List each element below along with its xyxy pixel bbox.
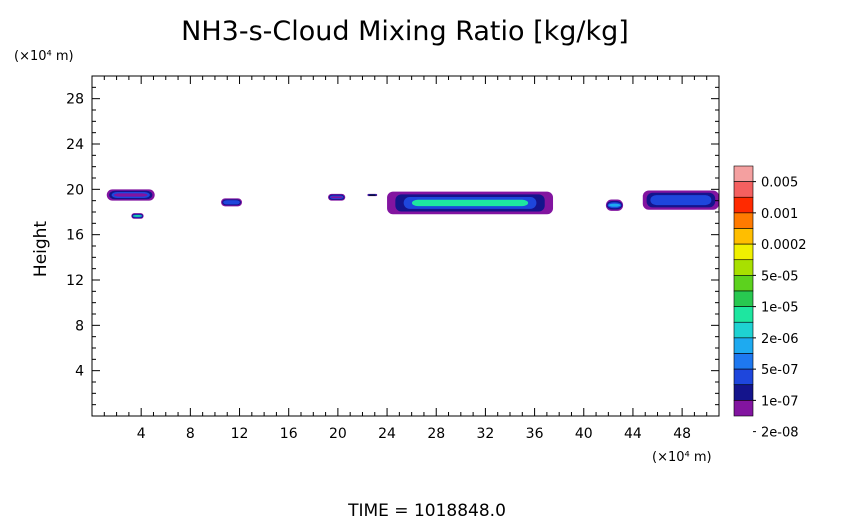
cloud-layer	[650, 195, 712, 206]
x-tick-label: 32	[476, 426, 494, 442]
y-axis-label: Height	[31, 221, 51, 278]
x-tick-label: 28	[427, 426, 445, 442]
cloud-layer	[608, 203, 621, 207]
colorbar-swatch	[733, 368, 754, 386]
x-tick-label: 24	[378, 426, 396, 442]
colorbar-label: 2e-06	[761, 332, 799, 347]
cloud-layer	[411, 199, 529, 207]
colorbar-label: 2e-08	[761, 426, 799, 441]
colorbar-swatch	[733, 384, 754, 401]
colorbar-label: 1e-05	[761, 301, 799, 316]
colorbar-swatch	[733, 353, 754, 370]
x-tick-label: 36	[526, 426, 544, 442]
cloud-field	[106, 189, 719, 219]
x-tick-label: 40	[575, 426, 593, 442]
colorbar-swatch	[733, 259, 754, 276]
colorbar-swatch	[733, 165, 754, 182]
x-tick-label: 44	[624, 426, 642, 442]
colorbar-swatch	[733, 321, 754, 339]
x-tick-label: 8	[186, 426, 195, 442]
colorbar-swatch	[733, 400, 754, 417]
cloud-left-lower-blob	[131, 213, 144, 219]
colorbar-label: 1e-07	[761, 394, 799, 409]
x-tick-label: 12	[231, 426, 249, 442]
colorbar-label: 5e-07	[761, 363, 799, 378]
cloud-small-blob-11	[221, 198, 242, 207]
y-tick-label: 12	[66, 273, 84, 289]
colorbar-swatch	[733, 275, 754, 292]
cloud-right-band	[642, 190, 719, 210]
colorbar-swatch	[733, 243, 754, 261]
cloud-layer	[368, 194, 376, 196]
colorbar-label: 0.0002	[761, 238, 807, 253]
colorbar: 0.005 0.001 0.0002 5e-05 1e-05 2e-06 5e-07 1e-0…	[733, 165, 807, 441]
colorbar-swatch	[733, 212, 754, 229]
x-tick-label: 16	[280, 426, 298, 442]
colorbar-label: 5e-05	[761, 269, 799, 284]
colorbar-label: 0.001	[761, 207, 798, 222]
cloud-speck-23	[367, 193, 378, 197]
x-tick-label: 20	[329, 426, 347, 442]
cloud-layer	[330, 196, 343, 199]
y-tick-label: 4	[75, 364, 84, 380]
colorbar-label: 0.005	[761, 176, 798, 191]
y-tick-label: 20	[66, 182, 84, 198]
cloud-layer	[223, 200, 240, 205]
colorbar-swatch	[733, 181, 754, 198]
y-tick-label: 28	[66, 92, 84, 108]
cloud-left-upper-blob	[106, 189, 155, 201]
x-tick-label: 4	[137, 426, 146, 442]
plot-frame	[91, 75, 720, 417]
y-tick-label: 16	[66, 228, 84, 244]
x-tick-label: 48	[673, 426, 691, 442]
cloud-speck-20	[328, 193, 346, 201]
cloud-main-band	[387, 191, 554, 215]
colorbar-swatch	[733, 196, 754, 214]
y-axis-unit: (×10⁴ m)	[14, 49, 74, 64]
colorbar-swatch	[733, 228, 754, 245]
time-label: TIME = 1018848.0	[347, 501, 506, 519]
colorbar-swatch	[733, 290, 754, 307]
chart-title: NH3-s-Cloud Mixing Ratio [kg/kg]	[181, 16, 629, 47]
y-tick-label: 24	[66, 137, 84, 153]
cloud-layer	[133, 215, 142, 217]
cloud-layer	[113, 193, 148, 197]
colorbar-swatch	[733, 306, 754, 323]
cloud-blob-42	[605, 199, 624, 211]
colorbar-swatch	[733, 337, 754, 354]
x-axis-unit: (×10⁴ m)	[652, 450, 712, 465]
y-tick-label: 8	[75, 318, 84, 334]
